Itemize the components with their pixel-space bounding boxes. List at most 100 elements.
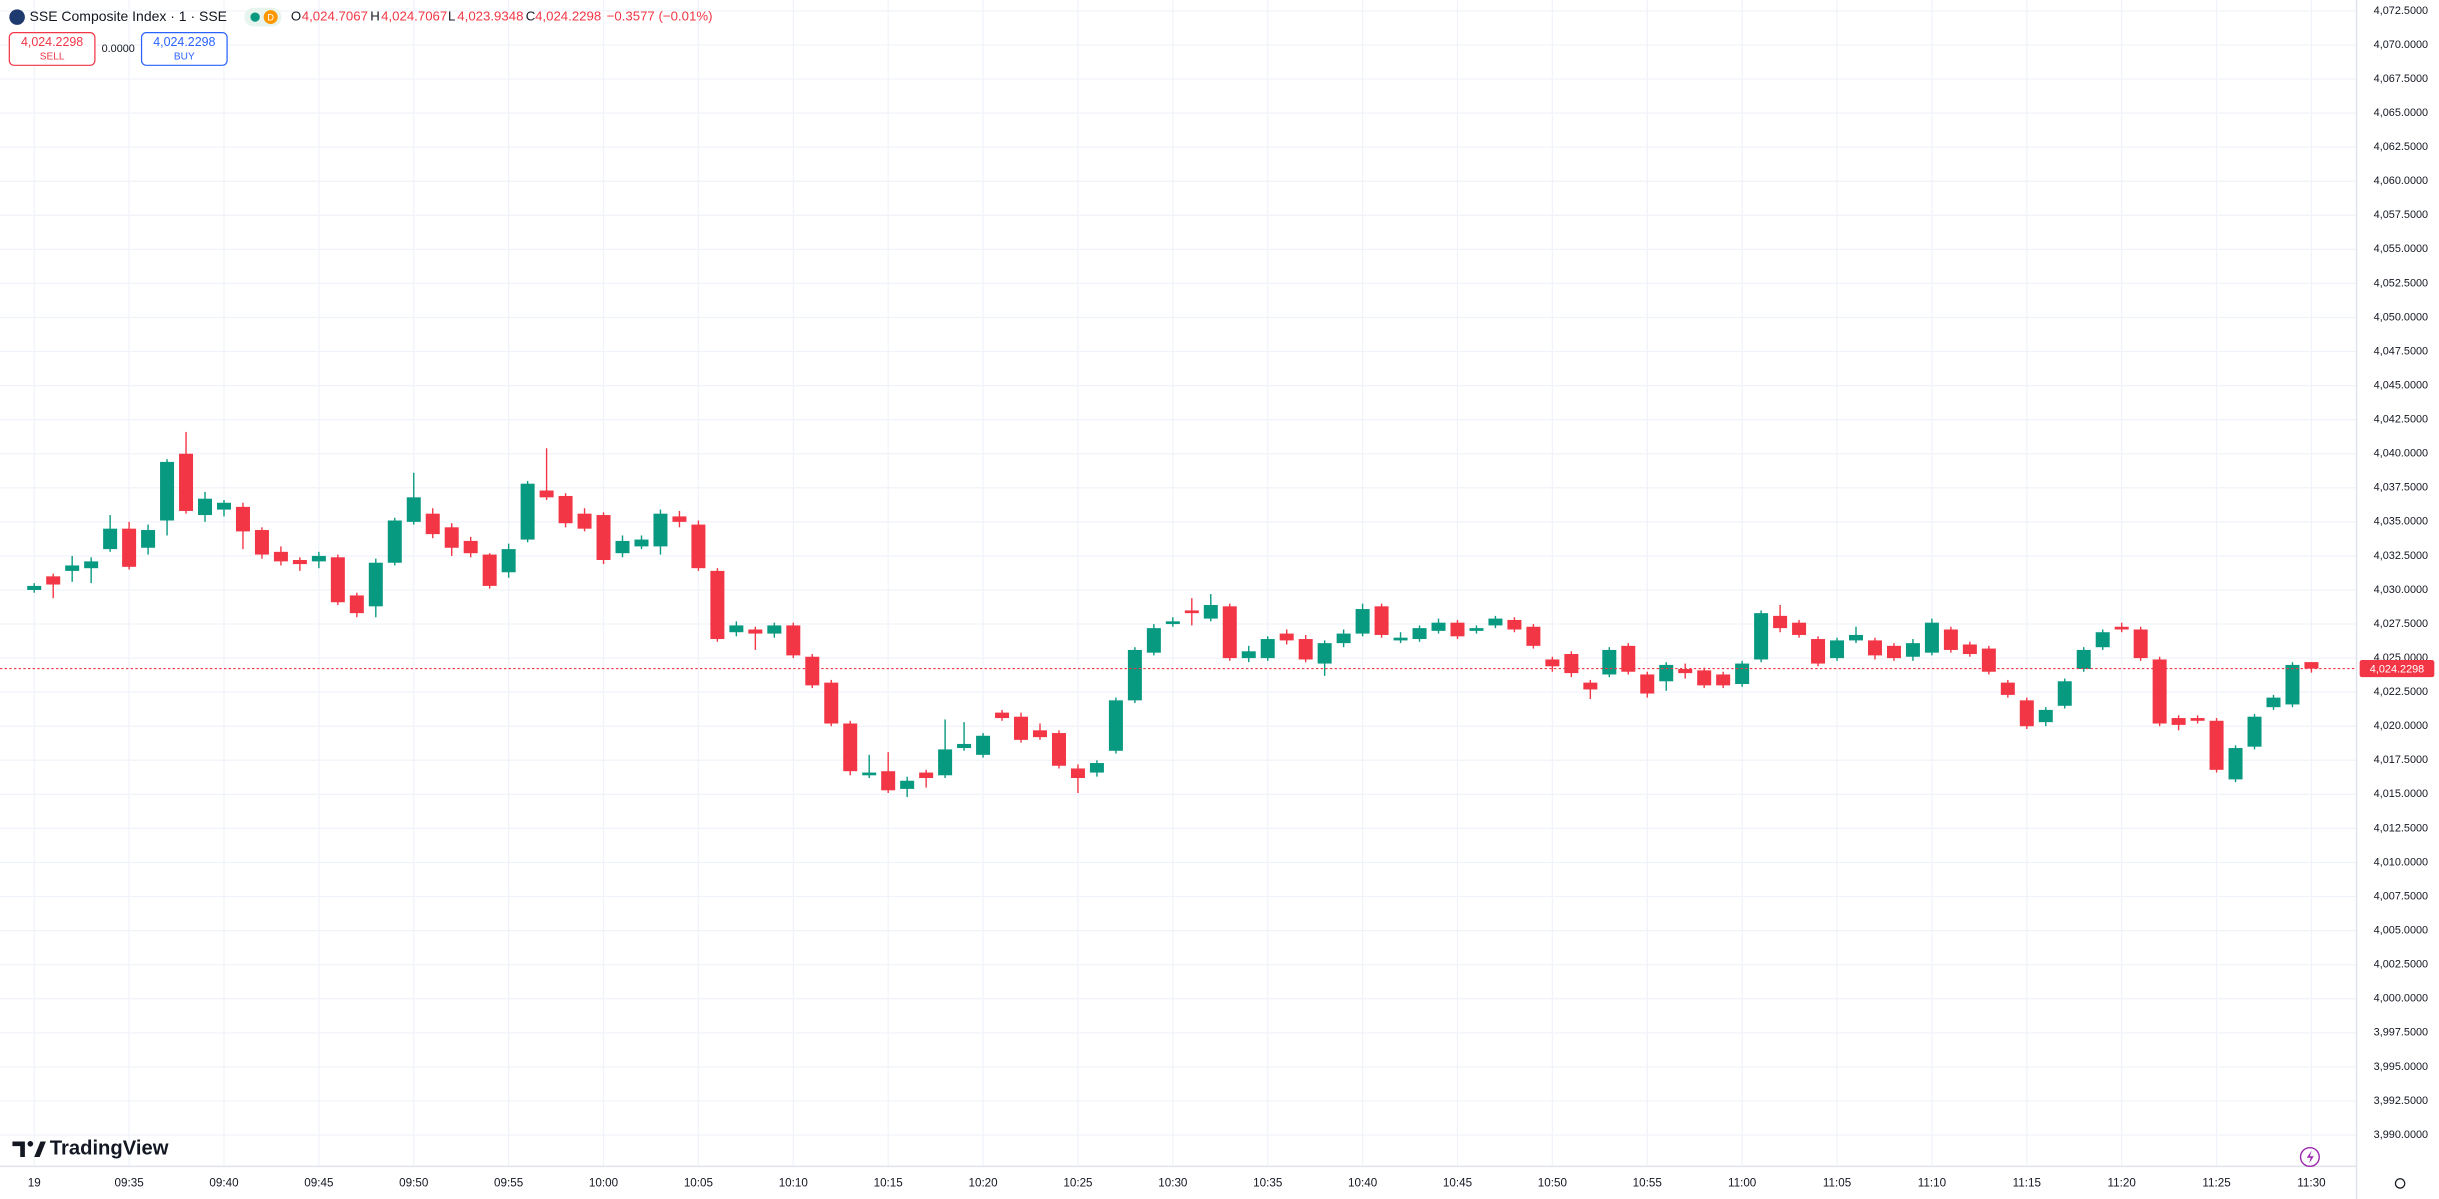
candle-body [596, 515, 611, 561]
candles [0, 431, 2357, 798]
logo-icon[interactable] [12, 1140, 46, 1158]
x-tick-label: 10:40 [1348, 1177, 1378, 1190]
y-tick-label: 3,992.5000 [2374, 1095, 2428, 1107]
candle-body [1146, 628, 1161, 653]
candle-body [1830, 640, 1845, 659]
symbol-icon[interactable] [9, 9, 25, 25]
candle-body [1412, 628, 1427, 640]
buy-price: 4,024.2298 [153, 35, 215, 49]
y-tick-label: 4,070.0000 [2374, 39, 2428, 51]
candle-body [425, 513, 440, 535]
candle-body [1773, 615, 1788, 629]
candle-body [2266, 697, 2281, 708]
candle-body [2171, 718, 2186, 725]
candle-body [65, 565, 80, 571]
candle-body [1678, 669, 1693, 674]
candle-body [1621, 645, 1636, 672]
candle-body [634, 539, 649, 547]
y-tick-label: 4,030.0000 [2374, 584, 2428, 596]
candle-body [1564, 654, 1579, 674]
candle-body [1792, 622, 1807, 635]
buy-button[interactable] [140, 32, 228, 66]
candle-body [46, 576, 61, 585]
symbol-title[interactable]: SSE Composite Index · 1 · SSE [30, 8, 227, 24]
candle-body [2209, 720, 2224, 770]
y-tick-label: 4,007.5000 [2374, 890, 2428, 902]
candle-body [1279, 633, 1294, 641]
candle-body [141, 530, 156, 548]
candle-body [1355, 609, 1370, 634]
sell-button[interactable] [8, 32, 96, 66]
buy-label: BUY [174, 51, 195, 62]
change-value: −0.3577 (−0.01%) [607, 9, 713, 24]
badge-text: D [267, 12, 274, 22]
y-tick-label: 4,072.5000 [2374, 5, 2428, 17]
y-tick-label: 4,012.5000 [2374, 822, 2428, 834]
grid [0, 0, 2357, 1167]
y-tick-label: 4,040.0000 [2374, 448, 2428, 460]
x-tick-label: 11:00 [1728, 1177, 1757, 1190]
x-tick-label: 10:15 [874, 1177, 903, 1190]
candle-body [1962, 644, 1977, 655]
candle-body [1241, 651, 1256, 659]
x-tick-label: 11:05 [1823, 1177, 1851, 1190]
candle-body [900, 780, 915, 789]
candle-body [198, 498, 213, 516]
candle-body [2095, 632, 2110, 648]
candle-body [2038, 709, 2053, 723]
candle-body [501, 549, 516, 573]
logo-text[interactable]: TradingView [50, 1138, 169, 1160]
spread: 0.0000 [102, 43, 135, 55]
candle-body [710, 570, 725, 640]
y-tick-label: 4,022.5000 [2374, 686, 2428, 698]
candle-body [995, 712, 1010, 719]
candle-body [520, 483, 535, 540]
candle-body [27, 585, 42, 590]
lightning-icon [2306, 1150, 2314, 1164]
candle-body [843, 723, 858, 772]
candle-body [1014, 716, 1029, 740]
candle-body [216, 502, 231, 510]
y-tick-label: 4,000.0000 [2374, 993, 2428, 1005]
candle-body [2190, 718, 2205, 721]
candle-body [444, 527, 459, 548]
y-tick-label: 4,055.0000 [2374, 243, 2428, 255]
candle-body [805, 656, 820, 686]
candle-body [1469, 628, 1484, 631]
y-tick-label: 3,995.0000 [2374, 1061, 2428, 1073]
sell-label: SELL [40, 51, 65, 62]
candle-body [881, 771, 896, 791]
candle-body [1184, 610, 1199, 614]
candle-body [1108, 700, 1123, 751]
y-tick-label: 4,065.0000 [2374, 107, 2428, 119]
candle-body [919, 772, 934, 779]
candle-body [1051, 733, 1066, 766]
candle-body [976, 735, 991, 755]
settings-button[interactable] [2394, 1178, 2406, 1189]
candle-body [1393, 637, 1408, 641]
y-tick-label: 4,042.5000 [2374, 414, 2428, 426]
x-tick-label: 09:55 [494, 1177, 523, 1190]
candle-body [1754, 613, 1769, 660]
x-tick-label: 10:25 [1063, 1177, 1092, 1190]
x-tick-label: 10:55 [1633, 1177, 1662, 1190]
candle-body [1374, 606, 1389, 635]
candle-body [1849, 634, 1864, 641]
x-tick-label: 10:05 [684, 1177, 713, 1190]
candle-body [1981, 648, 1996, 672]
candle-body [691, 524, 706, 569]
y-tick-label: 4,045.0000 [2374, 379, 2428, 391]
last-price-label: 4,024.2298 [2370, 663, 2424, 675]
candle-body [786, 625, 801, 656]
x-tick-label: 10:35 [1253, 1177, 1282, 1190]
badge-circle [263, 10, 278, 25]
y-tick-label: 4,035.0000 [2374, 516, 2428, 528]
x-tick-label: 11:10 [1918, 1177, 1947, 1190]
candle-body [2285, 664, 2300, 705]
candle-body [957, 743, 972, 749]
x-tick-label: 10:20 [968, 1177, 998, 1190]
x-tick-label: 09:50 [399, 1177, 429, 1190]
lightning-button[interactable] [2299, 1146, 2320, 1168]
candle-body [1526, 626, 1541, 646]
close-value: 4,024.2298 [535, 9, 601, 24]
